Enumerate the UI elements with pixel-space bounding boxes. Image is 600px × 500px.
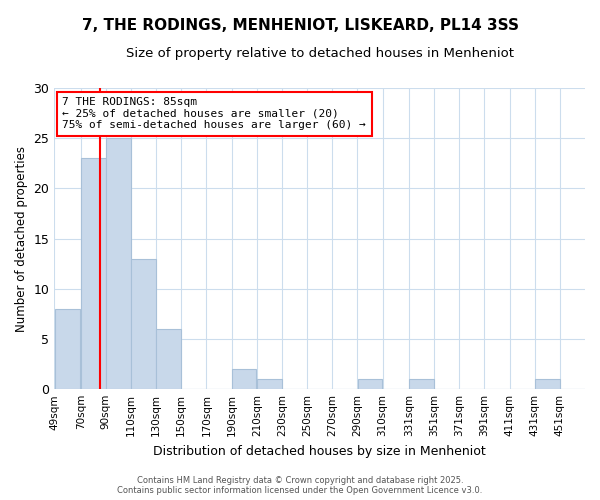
Bar (157, 329, 181, 389)
Bar (358, 379, 382, 389)
Bar (81, 158, 106, 389)
Text: Contains HM Land Registry data © Crown copyright and database right 2025.
Contai: Contains HM Land Registry data © Crown c… (118, 476, 482, 495)
Text: 7, THE RODINGS, MENHENIOT, LISKEARD, PL14 3SS: 7, THE RODINGS, MENHENIOT, LISKEARD, PL1… (82, 18, 518, 32)
Bar (232, 369, 256, 389)
Bar (535, 379, 560, 389)
X-axis label: Distribution of detached houses by size in Menheniot: Distribution of detached houses by size … (153, 444, 486, 458)
Bar (257, 379, 281, 389)
Text: 7 THE RODINGS: 85sqm
← 25% of detached houses are smaller (20)
75% of semi-detac: 7 THE RODINGS: 85sqm ← 25% of detached h… (62, 97, 366, 130)
Y-axis label: Number of detached properties: Number of detached properties (15, 146, 28, 332)
Bar (106, 138, 131, 389)
Bar (131, 258, 156, 389)
Bar (55, 309, 80, 389)
Bar (409, 379, 434, 389)
Title: Size of property relative to detached houses in Menheniot: Size of property relative to detached ho… (125, 48, 514, 60)
